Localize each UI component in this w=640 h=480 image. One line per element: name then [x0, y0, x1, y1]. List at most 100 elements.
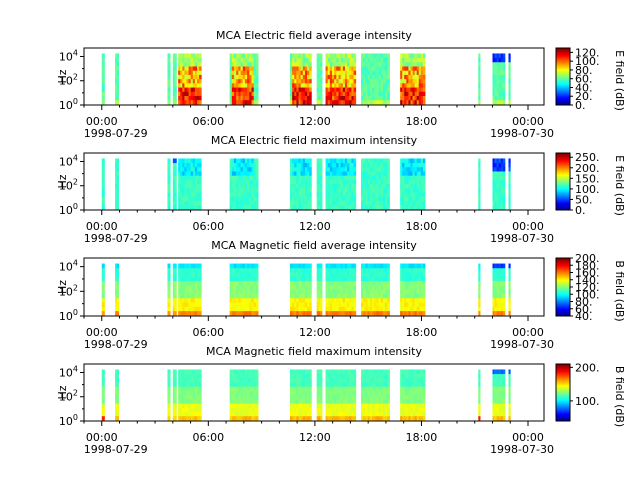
- heat-cell: [340, 204, 344, 210]
- heat-cell: [420, 179, 424, 185]
- heat-cell: [178, 91, 181, 96]
- heat-cell: [304, 297, 308, 303]
- heat-cell: [502, 369, 506, 375]
- heat-cell: [236, 91, 239, 96]
- heat-cell: [249, 175, 252, 180]
- heat-cell: [247, 390, 250, 396]
- heat-cell: [186, 293, 190, 299]
- heat-cell: [174, 373, 177, 379]
- heat-cell: [418, 192, 422, 197]
- y-tick-label: 102: [59, 73, 78, 88]
- heat-cell: [400, 310, 403, 316]
- heat-cell: [325, 293, 329, 299]
- heat-cell: [242, 411, 246, 417]
- heat-cell: [318, 200, 321, 206]
- heat-cell: [199, 57, 202, 63]
- heat-cell: [302, 200, 306, 206]
- heat-cell: [380, 263, 384, 269]
- heat-cell: [387, 171, 390, 176]
- heat-cell: [327, 302, 331, 307]
- heat-cell: [410, 78, 413, 84]
- heat-cell: [292, 91, 295, 96]
- heat-cell: [290, 162, 293, 168]
- heat-cell: [325, 411, 329, 417]
- heat-cell: [240, 289, 244, 294]
- heat-cell: [251, 272, 255, 277]
- heat-cell: [332, 306, 335, 312]
- heat-cell: [304, 200, 308, 206]
- heat-cell: [298, 403, 302, 408]
- x-tick-label: 00:00: [86, 115, 118, 128]
- heat-cell: [302, 285, 306, 290]
- heat-cell: [316, 377, 319, 383]
- heat-cell: [242, 171, 246, 176]
- heat-cell: [186, 302, 190, 307]
- heat-cell: [247, 369, 250, 375]
- heat-cell: [316, 200, 319, 206]
- colorbar-swatch: [556, 263, 570, 266]
- heat-cell: [253, 276, 257, 282]
- heat-cell: [231, 263, 235, 269]
- heat-cell: [353, 166, 357, 172]
- heat-cell: [369, 272, 373, 277]
- heat-cell: [302, 415, 306, 421]
- colorbar-swatch: [556, 195, 570, 198]
- heat-cell: [240, 162, 244, 168]
- heat-cell: [351, 183, 354, 189]
- heat-cell: [244, 179, 248, 185]
- heat-cell: [376, 415, 379, 421]
- heat-cell: [249, 310, 252, 316]
- heat-cell: [194, 158, 198, 164]
- heat-cell: [374, 95, 377, 101]
- heat-cell: [190, 158, 194, 164]
- heat-cell: [404, 373, 407, 379]
- heat-cell: [192, 272, 196, 277]
- heat-cell: [199, 293, 202, 299]
- heat-cell: [376, 267, 379, 273]
- heat-cell: [199, 183, 202, 189]
- heat-cell: [349, 179, 352, 185]
- heat-cell: [197, 166, 200, 172]
- heat-cell: [336, 377, 339, 383]
- heat-cell: [302, 66, 306, 71]
- heat-cell: [234, 158, 237, 164]
- heat-cell: [378, 91, 382, 96]
- heat-cell: [307, 302, 310, 307]
- heat-cell: [416, 57, 420, 63]
- heat-cell: [184, 57, 187, 63]
- heat-cell: [236, 187, 239, 193]
- heat-cell: [300, 306, 304, 312]
- heat-cell: [340, 293, 344, 299]
- heat-cell: [320, 297, 323, 303]
- heat-cell: [338, 95, 342, 101]
- heat-cell: [172, 87, 175, 92]
- heat-cell: [194, 407, 198, 412]
- heat-cell: [372, 272, 375, 277]
- heat-cell: [186, 171, 190, 176]
- heat-cell: [253, 196, 257, 201]
- heat-cell: [338, 407, 342, 412]
- heat-cell: [347, 390, 350, 396]
- heat-cell: [418, 407, 422, 412]
- heat-cell: [197, 302, 200, 307]
- heat-cell: [115, 263, 118, 269]
- heat-cell: [304, 263, 308, 269]
- heat-cell: [320, 200, 323, 206]
- heat-cell: [174, 183, 177, 189]
- heat-cell: [353, 91, 357, 96]
- heat-cell: [422, 276, 426, 282]
- heat-cell: [418, 390, 422, 396]
- heat-cell: [174, 158, 177, 164]
- heat-cell: [188, 369, 192, 375]
- heat-cell: [382, 162, 386, 168]
- heat-cell: [372, 310, 375, 316]
- heat-cell: [387, 162, 390, 168]
- colorbar-tick-label: 150.: [575, 172, 600, 185]
- heat-cell: [414, 196, 418, 201]
- heat-cell: [186, 204, 190, 210]
- heat-cell: [367, 403, 371, 408]
- heat-cell: [302, 390, 306, 396]
- heat-cell: [116, 403, 120, 408]
- heat-cell: [290, 280, 293, 286]
- heat-cell: [420, 407, 424, 412]
